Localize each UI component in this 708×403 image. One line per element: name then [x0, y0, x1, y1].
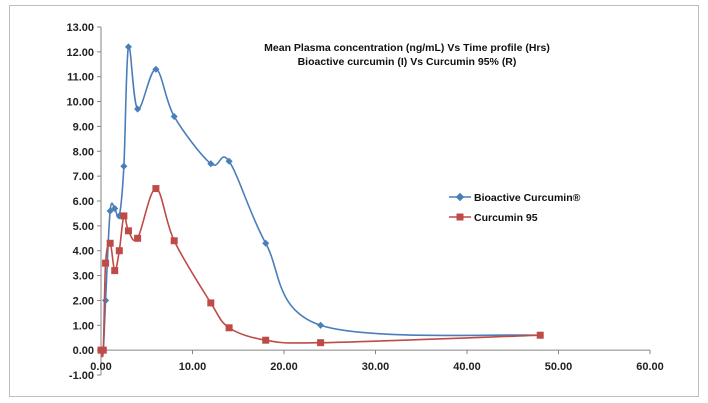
data-point-curcumin95 — [225, 324, 233, 332]
y-tick-label: 0.00 — [73, 345, 94, 357]
data-point-curcumin95 — [102, 259, 110, 267]
data-point-bioactive — [152, 65, 160, 73]
data-point-curcumin95 — [124, 227, 132, 235]
data-point-curcumin95 — [120, 212, 128, 220]
chart-title: Mean Plasma concentration (ng/mL) Vs Tim… — [264, 42, 550, 68]
series-layer — [97, 43, 544, 358]
data-point-curcumin95 — [111, 267, 119, 275]
x-tick-label: 50.00 — [545, 361, 573, 373]
data-point-bioactive — [134, 105, 142, 113]
data-point-curcumin95 — [152, 185, 160, 193]
data-point-bioactive — [120, 162, 128, 170]
legend-label-bioactive: Bioactive Curcumin® — [474, 192, 581, 204]
x-tick-label: 0.00 — [90, 361, 111, 373]
legend-label-curcumin95: Curcumin 95 — [474, 212, 538, 224]
legend: Bioactive Curcumin® Curcumin 95 — [449, 192, 581, 224]
y-tick-label: -1.00 — [69, 370, 94, 382]
chart-title-line-2: Bioactive curcumin (I) Vs Curcumin 95% (… — [298, 56, 517, 68]
data-point-bioactive — [262, 239, 270, 247]
x-tick-label: 60.00 — [636, 361, 664, 373]
data-point-bioactive — [225, 157, 233, 165]
data-point-bioactive — [317, 321, 325, 329]
chart-title-line-1: Mean Plasma concentration (ng/mL) Vs Tim… — [264, 42, 550, 54]
legend-marker-bioactive — [455, 192, 465, 202]
data-point-curcumin95 — [317, 339, 325, 347]
data-point-curcumin95 — [170, 237, 178, 245]
data-point-curcumin95 — [115, 247, 123, 255]
y-tick-label: 10.00 — [66, 97, 94, 109]
y-tick-label: 12.00 — [66, 47, 94, 59]
data-point-bioactive — [102, 296, 110, 304]
y-tick-label: 5.00 — [73, 221, 94, 233]
data-point-bioactive — [207, 160, 215, 168]
data-point-curcumin95 — [536, 331, 544, 339]
data-point-bioactive — [111, 204, 119, 212]
y-tick-label: 3.00 — [73, 271, 94, 283]
legend-marker-curcumin95 — [456, 213, 464, 221]
data-point-curcumin95 — [106, 239, 114, 247]
y-tick-label: 8.00 — [73, 146, 94, 158]
y-tick-label: 6.00 — [73, 196, 94, 208]
series-line-bioactive — [100, 45, 541, 355]
data-point-curcumin95 — [207, 299, 215, 307]
y-tick-label: 4.00 — [73, 246, 94, 258]
y-tick-label: 9.00 — [73, 121, 94, 133]
data-point-bioactive — [170, 112, 178, 121]
y-tick-label: 7.00 — [73, 171, 94, 183]
x-tick-label: 10.00 — [179, 361, 207, 373]
data-point-curcumin95 — [99, 346, 107, 354]
data-point-bioactive — [124, 43, 132, 51]
y-tick-label: 11.00 — [67, 72, 94, 84]
y-tick-label: 1.00 — [73, 320, 94, 332]
axes: -1.000.001.002.003.004.005.006.007.008.0… — [66, 22, 663, 382]
data-point-curcumin95 — [262, 336, 270, 344]
y-tick-label: 13.00 — [66, 22, 94, 34]
x-tick-label: 30.00 — [362, 361, 390, 373]
x-tick-label: 20.00 — [270, 361, 298, 373]
x-tick-label: 40.00 — [453, 361, 481, 373]
data-point-curcumin95 — [134, 234, 142, 242]
y-tick-label: 2.00 — [73, 295, 94, 307]
